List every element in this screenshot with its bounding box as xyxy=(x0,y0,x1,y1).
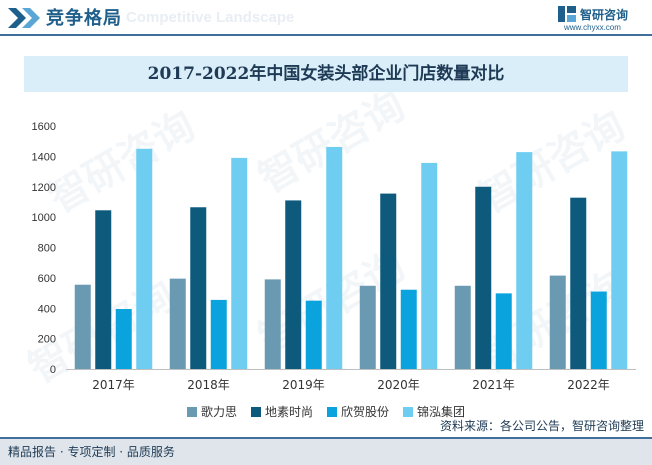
bar xyxy=(516,152,533,369)
bar xyxy=(611,151,628,369)
bar xyxy=(359,285,376,369)
x-tick-label: 2022年 xyxy=(567,378,610,392)
brand-logo: 智研咨询 www.chyxx.com xyxy=(558,5,648,35)
bar xyxy=(421,162,438,369)
bar xyxy=(190,207,207,369)
chevron-arrows-icon xyxy=(8,8,40,28)
brand-logo-icon xyxy=(558,6,576,22)
legend-swatch xyxy=(187,407,197,417)
footer: 精品报告 · 专项定制 · 品质服务 资料来源：各公司公告，智研咨询整理 xyxy=(0,419,652,465)
y-tick-label: 1600 xyxy=(32,121,56,133)
bar xyxy=(590,291,607,369)
legend-swatch xyxy=(251,407,261,417)
y-tick-label: 800 xyxy=(38,243,56,255)
bar xyxy=(305,300,322,369)
header-subtitle: Competitive Landscape xyxy=(126,9,295,26)
legend-label: 歌力思 xyxy=(201,404,237,419)
x-tick-label: 2020年 xyxy=(377,378,420,392)
bar xyxy=(380,193,397,369)
y-tick-label: 600 xyxy=(38,273,56,285)
data-source: 资料来源：各公司公告，智研咨询整理 xyxy=(439,419,644,433)
page-title: 竞争格局 xyxy=(46,8,122,29)
footer-divider xyxy=(0,437,652,439)
bar xyxy=(115,309,132,369)
legend-label: 欣贺股份 xyxy=(341,405,389,419)
legend-swatch xyxy=(403,407,413,417)
bar xyxy=(454,285,471,369)
y-tick-label: 1000 xyxy=(32,212,56,224)
bar xyxy=(95,210,112,369)
footer-tagline: 精品报告 · 专项定制 · 品质服务 xyxy=(8,445,175,459)
header-divider xyxy=(0,34,652,36)
x-tick-label: 2017年 xyxy=(92,378,135,392)
x-tick-label: 2018年 xyxy=(187,378,230,392)
y-tick-label: 1200 xyxy=(32,182,56,194)
brand-name: 智研咨询 xyxy=(580,8,629,22)
x-tick-label: 2021年 xyxy=(472,378,515,392)
bar xyxy=(326,146,343,369)
brand-url: www.chyxx.com xyxy=(564,23,621,32)
y-tick-label: 0 xyxy=(50,364,56,376)
bar xyxy=(264,279,281,369)
bar xyxy=(74,284,91,369)
x-tick-label: 2019年 xyxy=(282,378,325,392)
bar xyxy=(549,275,566,369)
y-tick-label: 1400 xyxy=(32,151,56,163)
legend-label: 地素时尚 xyxy=(265,405,313,419)
y-tick-label: 200 xyxy=(38,334,56,346)
bar xyxy=(495,293,512,369)
bar xyxy=(285,200,302,369)
bar-chart: 0 200 400 600 800 1000 1200 1400 1600 2017年 2018年 2… xyxy=(32,121,636,419)
bar xyxy=(231,157,248,369)
header: Competitive Landscape 竞争格局 智研咨询 www.chyx… xyxy=(0,0,652,36)
bar xyxy=(570,197,587,369)
bar xyxy=(400,289,417,369)
y-tick-label: 400 xyxy=(38,303,56,315)
bar xyxy=(475,186,492,369)
legend-label: 锦泓集团 xyxy=(417,404,465,419)
legend-swatch xyxy=(327,407,337,417)
bar xyxy=(169,278,186,369)
bar xyxy=(136,148,153,369)
chart-title: 2017-2022年中国女装头部企业门店数量对比 xyxy=(24,56,628,92)
bar xyxy=(210,299,227,369)
